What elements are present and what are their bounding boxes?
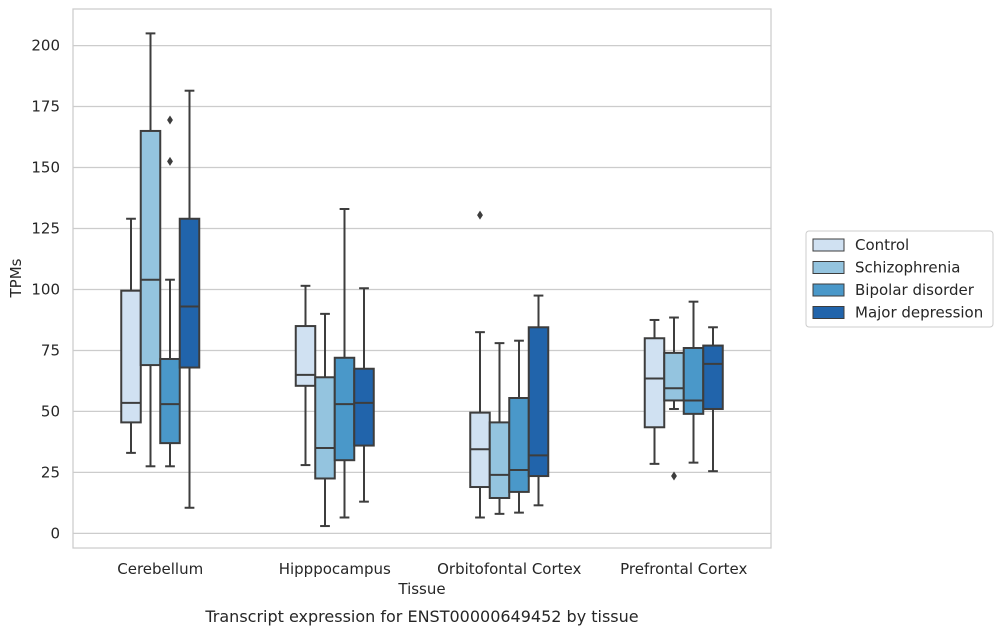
plot-area-background: [73, 9, 771, 548]
box-schizophrenia: [139, 32, 162, 468]
box-major-depression: [353, 287, 375, 503]
box-bipolar-disorder: [159, 115, 181, 468]
legend-frame: [805, 230, 994, 328]
box-bipolar-disorder: [333, 207, 356, 519]
box-iqr: [488, 421, 511, 500]
x-tick-label: Prefrontal Cortex: [620, 560, 747, 578]
legend-label: Schizophrenia: [855, 259, 960, 277]
y-tick-label: 50: [41, 402, 60, 420]
box-iqr: [314, 376, 336, 480]
plot-frame: [72, 8, 772, 549]
legend-label: Bipolar disorder: [855, 281, 975, 299]
box-iqr: [682, 347, 705, 415]
box-major-depression: [702, 326, 724, 473]
y-tick-label: 200: [31, 37, 60, 55]
y-tick-label: 175: [31, 98, 60, 116]
box-series: [120, 32, 724, 528]
y-tick-label: 0: [50, 524, 60, 542]
box-iqr: [159, 357, 181, 445]
box-major-depression: [527, 294, 550, 507]
legend-label: Major depression: [855, 304, 983, 322]
box-control: [469, 210, 491, 519]
box-schizophrenia: [663, 316, 685, 481]
y-tick-label: 150: [31, 159, 60, 177]
y-tick-label: 75: [41, 341, 60, 359]
legend-label: Control: [855, 236, 909, 254]
box-iqr: [508, 397, 530, 493]
box-iqr: [643, 337, 666, 429]
box-iqr: [294, 325, 317, 387]
box-iqr: [139, 129, 162, 367]
x-tick-label: Cerebellum: [117, 560, 203, 578]
legend-swatch: [812, 306, 845, 319]
x-axis-label: Tissue: [397, 580, 445, 598]
legend-swatch: [812, 283, 845, 297]
y-tick-label: 100: [31, 280, 60, 298]
y-tick-labels: 0 25 50 75 100 125 150 175 200: [31, 37, 60, 543]
box-major-depression: [178, 89, 201, 509]
outlier-point: [671, 471, 677, 481]
legend: Control Schizophrenia Bipolar disorder Majo…: [805, 230, 994, 328]
box-iqr: [333, 356, 356, 462]
x-tick-labels: Cerebellum Hipppocampus Orbitofontal Corte…: [117, 560, 747, 578]
legend-swatch: [812, 238, 845, 252]
box-iqr: [178, 217, 201, 369]
x-tick-label: Hipppocampus: [279, 560, 391, 578]
y-tick-label: 25: [41, 463, 60, 481]
box-iqr: [702, 344, 724, 410]
outlier-point: [167, 115, 173, 125]
chart-caption: Transcript expression for ENST0000064945…: [204, 607, 638, 626]
box-control: [294, 284, 317, 467]
legend-items: Control Schizophrenia Bipolar disorder Majo…: [812, 236, 983, 322]
box-iqr: [663, 351, 685, 402]
y-axis-label: TPMs: [7, 258, 25, 298]
box-iqr: [527, 326, 550, 478]
x-tick-label: Orbitofontal Cortex: [437, 560, 581, 578]
outlier-point: [167, 156, 173, 166]
y-tick-label: 125: [31, 220, 60, 238]
box-control: [120, 217, 142, 454]
legend-swatch: [812, 261, 845, 274]
box-iqr: [353, 367, 375, 447]
outlier-point: [477, 210, 483, 220]
